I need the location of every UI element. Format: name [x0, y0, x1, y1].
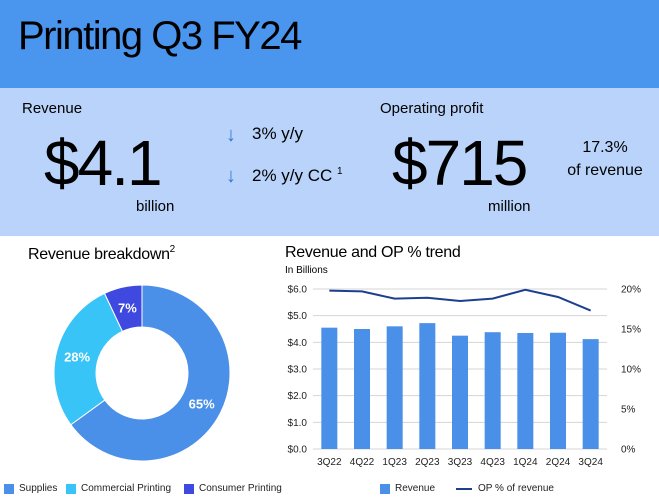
- revenue-change-cc: 2% y/y CC 1: [252, 166, 343, 185]
- donut-data-label: 7%: [118, 301, 137, 316]
- trend-subtitle: In Billions: [285, 265, 328, 276]
- op-profit-value: $715: [392, 127, 528, 199]
- legend-swatch: [380, 483, 390, 494]
- revenue-label: Revenue: [22, 100, 83, 117]
- revenue-value: $4.1: [44, 127, 163, 199]
- y-tick-label-left: $4.0: [288, 338, 308, 349]
- bar-revenue: [386, 326, 403, 449]
- x-tick-label: 1Q24: [513, 457, 538, 468]
- down-arrow-icon: ↓: [226, 165, 236, 187]
- y-tick-label-left: $0.0: [288, 445, 308, 456]
- trend-title: Revenue and OP % trend: [285, 244, 461, 261]
- x-tick-label: 4Q22: [350, 457, 375, 468]
- op-profit-label: Operating profit: [380, 100, 484, 117]
- y-tick-label-left: $6.0: [288, 285, 308, 296]
- bar-revenue: [582, 339, 599, 449]
- y-tick-label-left: $1.0: [288, 418, 308, 429]
- donut-data-label: 65%: [189, 396, 215, 411]
- footnote-marker: 2: [169, 244, 176, 255]
- revenue-unit: billion: [136, 198, 175, 215]
- op-margin: 17.3% of revenue: [560, 136, 650, 182]
- line-op-pct: [329, 288, 592, 312]
- legend-item-op-pct: OP % of revenue: [456, 483, 554, 494]
- x-tick-label: 4Q23: [480, 457, 505, 468]
- op-profit-unit: million: [488, 198, 531, 215]
- y-tick-label-right: 5%: [621, 405, 636, 416]
- x-tick-label: 2Q23: [415, 457, 440, 468]
- bar-revenue: [452, 335, 468, 449]
- x-tick-label: 3Q24: [578, 457, 603, 468]
- x-tick-label: 1Q23: [382, 457, 407, 468]
- y-tick-label-left: $2.0: [288, 391, 308, 402]
- legend-swatch: [4, 483, 14, 494]
- donut-slice-consumer-printing: [103, 284, 143, 333]
- legend-swatch: [184, 483, 194, 494]
- donut-data-label: 28%: [64, 349, 90, 364]
- y-tick-label-right: 15%: [621, 325, 641, 336]
- bar-revenue: [354, 329, 370, 449]
- kpi-panel: Revenue $4.1 billion ↓ 3% y/y ↓ 2% y/y C…: [0, 88, 659, 236]
- page-title: Printing Q3 FY24: [18, 14, 302, 58]
- legend-item-consumer: Consumer Printing: [184, 483, 282, 494]
- bar-revenue: [484, 332, 501, 449]
- y-tick-label-right: 20%: [621, 285, 641, 296]
- donut-slice-commercial-printing: [53, 292, 124, 426]
- donut-title: Revenue breakdown2: [28, 244, 176, 263]
- bar-revenue: [321, 327, 338, 449]
- donut-slice-supplies: [70, 284, 231, 462]
- bar-revenue: [550, 332, 566, 449]
- footnote-marker: 1: [337, 166, 343, 177]
- x-tick-label: 3Q22: [317, 457, 342, 468]
- trend-chart: $0.0 $1.0 $2.0 $3.0 $4.0 $5.0 $6.0 0% 5% 10% 15% 20…: [288, 285, 642, 469]
- y-tick-label-left: $3.0: [288, 365, 308, 376]
- legend-line-swatch: [456, 487, 472, 490]
- legend-item-revenue: Revenue: [380, 483, 435, 494]
- x-tick-label: 3Q23: [448, 457, 473, 468]
- down-arrow-icon: ↓: [226, 124, 236, 146]
- y-tick-label-right: 0%: [621, 445, 636, 456]
- legend-item-commercial: Commercial Printing: [66, 483, 171, 494]
- legend-swatch: [66, 483, 76, 494]
- header-banner: Printing Q3 FY24: [0, 0, 659, 88]
- y-tick-label-right: 10%: [621, 365, 641, 376]
- revenue-change-yy: 3% y/y: [252, 124, 304, 143]
- bar-revenue: [419, 323, 436, 449]
- legend-item-supplies: Supplies: [4, 483, 57, 494]
- op-margin-value: 17.3%: [582, 139, 628, 156]
- y-tick-label-left: $5.0: [288, 311, 308, 322]
- donut-chart: 65% 28% 7%: [53, 284, 231, 462]
- x-tick-label: 2Q24: [546, 457, 571, 468]
- op-margin-label: of revenue: [567, 162, 643, 179]
- bar-revenue: [517, 333, 534, 449]
